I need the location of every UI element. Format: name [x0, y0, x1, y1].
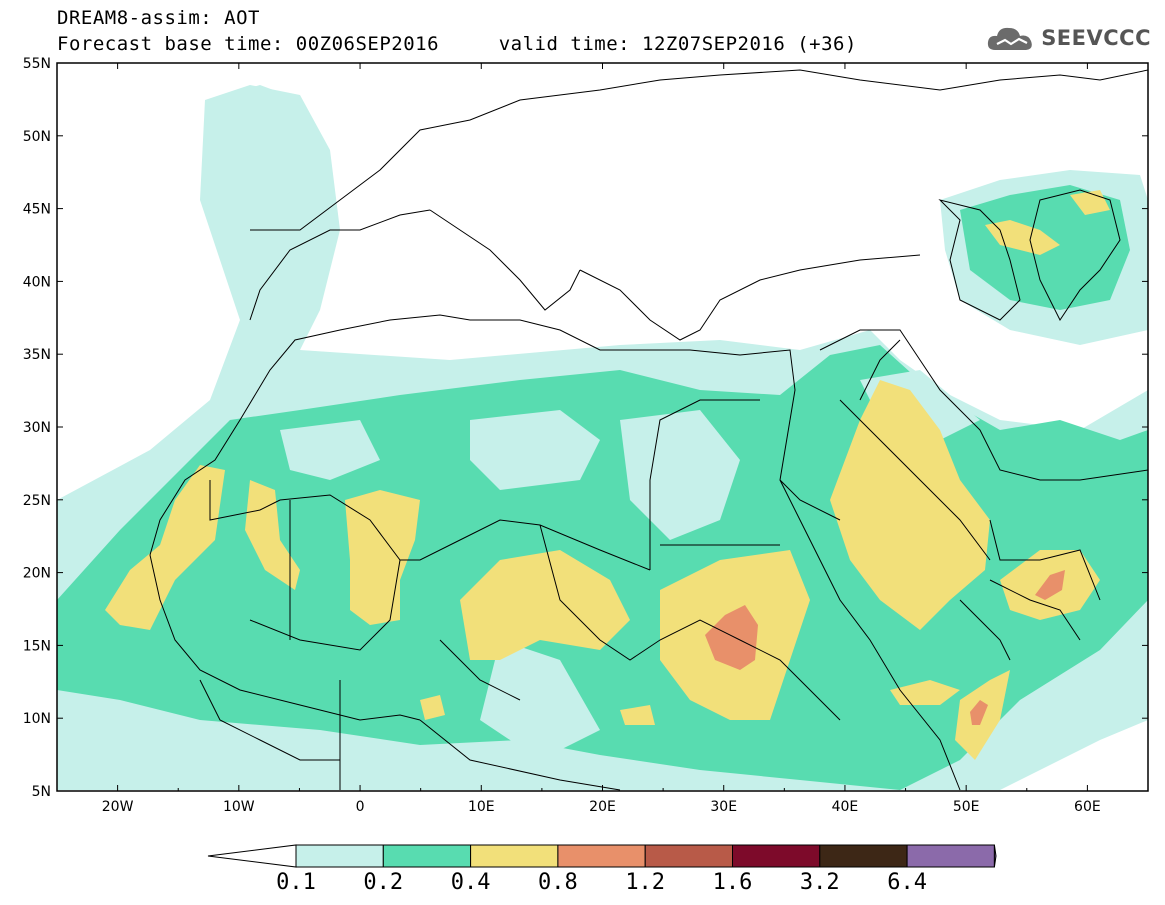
lon-tick-label: 0	[356, 799, 365, 815]
lon-tick-label: 20E	[589, 799, 616, 815]
colorbar-segment	[906, 844, 995, 868]
forecast-time-line: Forecast base time: 00Z06SEP2016 valid t…	[57, 33, 857, 55]
lon-tick-label: 10E	[468, 799, 495, 815]
aot-contour-0.8	[705, 570, 1065, 725]
lat-tick-label: 20N	[23, 566, 51, 582]
lat-tick-label: 55N	[23, 56, 51, 72]
colorbar-segment	[644, 844, 734, 868]
cloud-icon	[988, 27, 1033, 50]
lon-tick-label: 40E	[832, 799, 859, 815]
longitude-axis: 20W 10W 0 10E 20E 30E 40E 50E 60E	[56, 63, 1149, 815]
colorbar-segment	[382, 844, 472, 868]
lat-tick-label: 35N	[23, 347, 51, 363]
lat-tick-label: 50N	[23, 129, 51, 145]
lat-tick-label: 10N	[23, 711, 51, 727]
lat-tick-label: 40N	[23, 274, 51, 290]
colorbar-label: 1.2	[625, 870, 665, 895]
lon-tick-label: 20W	[102, 799, 134, 815]
colorbar-label: 0.2	[363, 870, 403, 895]
seevccc-logo: SEEVCCC	[985, 22, 1151, 54]
colorbar-segment	[732, 844, 821, 868]
lat-tick-label: 15N	[23, 638, 51, 654]
coastlines-boundaries	[149, 69, 1148, 791]
colorbar-label: 0.4	[451, 870, 491, 895]
latitude-axis: 5N 10N 15N 20N 25N 30N 35N 40N 45N 50N 55N	[23, 56, 1148, 800]
lat-tick-label: 30N	[23, 420, 51, 436]
colorbar-label: 1.6	[713, 870, 753, 895]
colorbar-segment	[207, 844, 297, 868]
aot-field	[57, 63, 1148, 791]
colorbar-label: 0.8	[538, 870, 578, 895]
colorbar-label: 0.1	[276, 870, 316, 895]
colorbar: 0.1 0.2 0.4 0.8 1.2 1.6 3.2 6.4	[207, 844, 997, 895]
lon-tick-label: 10W	[223, 799, 255, 815]
colorbar-segment	[470, 844, 559, 868]
colorbar-label: 3.2	[800, 870, 840, 895]
lon-tick-label: 30E	[710, 799, 737, 815]
lon-tick-label: 50E	[953, 799, 980, 815]
lat-tick-label: 45N	[23, 202, 51, 218]
map-title: DREAM8-assim: AOT	[57, 7, 260, 29]
colorbar-segment	[295, 844, 384, 868]
colorbar-segment	[993, 844, 997, 868]
logo-text: SEEVCCC	[1041, 26, 1151, 50]
lon-tick-label: 60E	[1074, 799, 1101, 815]
colorbar-label: 6.4	[887, 870, 927, 895]
colorbar-segment	[557, 844, 646, 868]
lat-tick-label: 25N	[23, 493, 51, 509]
lat-tick-label: 5N	[32, 784, 51, 800]
colorbar-segment	[819, 844, 908, 868]
